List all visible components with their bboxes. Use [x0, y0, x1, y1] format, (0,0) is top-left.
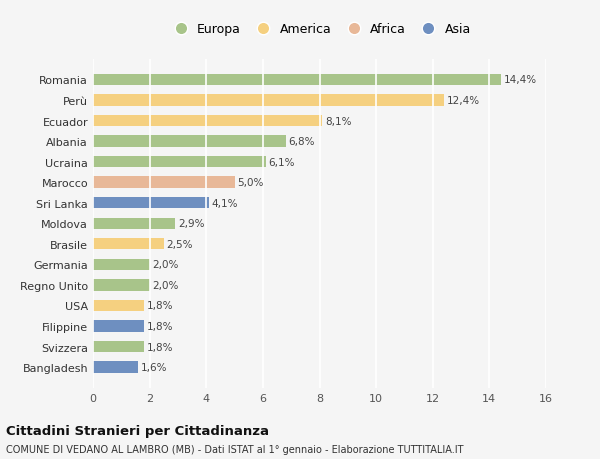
Text: 2,0%: 2,0%: [152, 280, 179, 290]
Bar: [93, 239, 164, 250]
Text: 2,5%: 2,5%: [167, 239, 193, 249]
Bar: [93, 75, 500, 86]
Text: 1,8%: 1,8%: [147, 342, 173, 352]
Text: 2,9%: 2,9%: [178, 219, 205, 229]
Bar: [93, 136, 286, 147]
Bar: [93, 198, 209, 209]
Text: COMUNE DI VEDANO AL LAMBRO (MB) - Dati ISTAT al 1° gennaio - Elaborazione TUTTIT: COMUNE DI VEDANO AL LAMBRO (MB) - Dati I…: [6, 444, 464, 454]
Bar: [93, 157, 266, 168]
Text: 1,8%: 1,8%: [147, 301, 173, 311]
Bar: [93, 362, 139, 373]
Text: 6,8%: 6,8%: [289, 137, 315, 147]
Bar: [93, 177, 235, 188]
Bar: [93, 300, 144, 311]
Text: 5,0%: 5,0%: [238, 178, 264, 188]
Text: 8,1%: 8,1%: [325, 116, 352, 126]
Legend: Europa, America, Africa, Asia: Europa, America, Africa, Asia: [168, 23, 471, 36]
Bar: [93, 116, 322, 127]
Text: 14,4%: 14,4%: [503, 75, 536, 85]
Bar: [93, 321, 144, 332]
Text: 1,8%: 1,8%: [147, 321, 173, 331]
Bar: [93, 218, 175, 230]
Text: 1,6%: 1,6%: [141, 362, 167, 372]
Text: 6,1%: 6,1%: [269, 157, 295, 167]
Bar: [93, 95, 444, 106]
Text: 4,1%: 4,1%: [212, 198, 238, 208]
Bar: [93, 259, 149, 270]
Bar: [93, 280, 149, 291]
Text: Cittadini Stranieri per Cittadinanza: Cittadini Stranieri per Cittadinanza: [6, 424, 269, 437]
Text: 12,4%: 12,4%: [447, 96, 480, 106]
Bar: [93, 341, 144, 353]
Text: 2,0%: 2,0%: [152, 260, 179, 270]
